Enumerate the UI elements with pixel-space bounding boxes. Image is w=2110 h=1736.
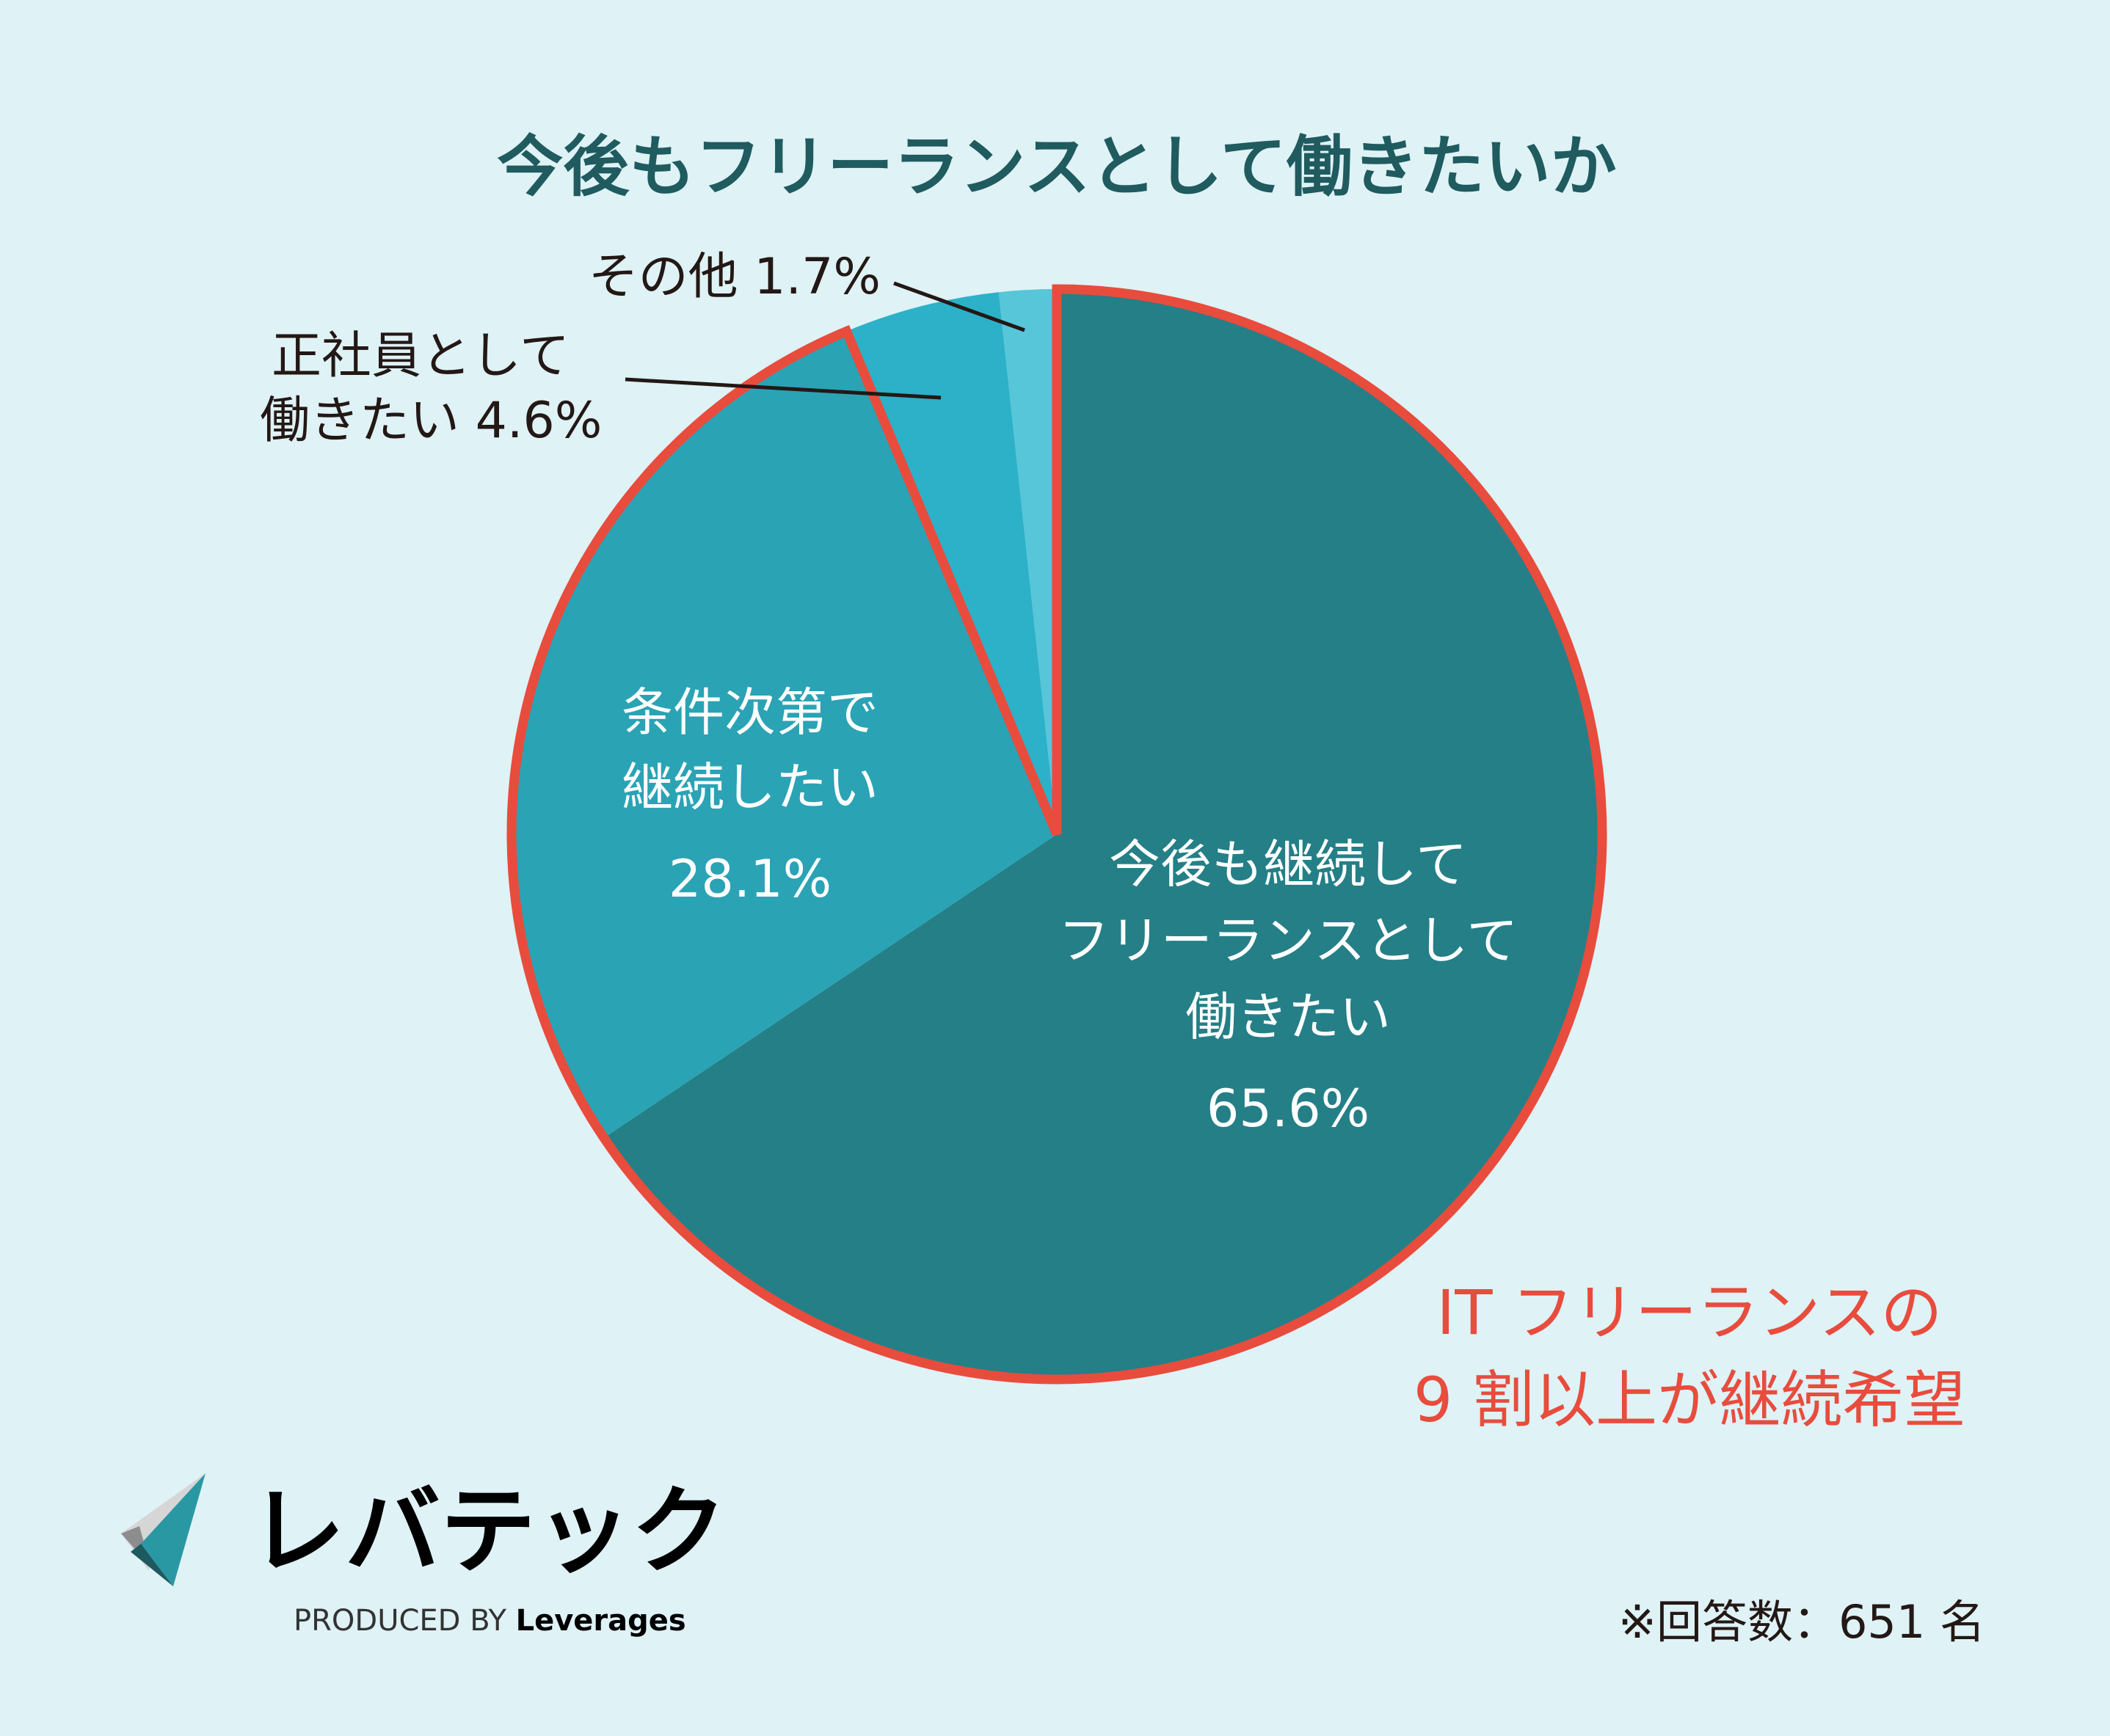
logo-mark-dark [131, 1544, 173, 1586]
label-other-name: その他 [589, 248, 738, 306]
label-continue-line3: 働きたい [1185, 987, 1391, 1047]
leader-line-fulltime [625, 377, 942, 400]
leader-line-other [893, 281, 1025, 332]
value-continue: 65.6% [1207, 1079, 1369, 1139]
logo-mark-teal [141, 1473, 205, 1586]
annotation-line1: IT フリーランスの [1436, 1277, 1942, 1349]
label-conditional-line2: 継続したい [622, 757, 878, 817]
logo-tagline: PRODUCED BY Leverages [294, 1604, 686, 1638]
label-fulltime-line2: 働きたい 4.6% [260, 392, 602, 450]
label-fulltime-value: 4.6% [476, 392, 603, 450]
label-continue-line1: 今後も継続して [1109, 834, 1467, 894]
label-other-value: 1.7% [754, 248, 881, 306]
highlight-outline [506, 284, 1607, 1385]
label-continue-line2: フリーランスとして [1058, 911, 1518, 971]
label-conditional-line1: 条件次第で [622, 682, 878, 743]
label-fulltime-name: 働きたい [260, 392, 459, 450]
pie-slice-3 [998, 289, 1057, 834]
logo-tagline-brand: Leverages [516, 1604, 686, 1638]
pie-slice-1 [512, 331, 1057, 1138]
logo-wordmark: レバテック [250, 1476, 727, 1587]
label-other: その他 1.7% [589, 248, 881, 306]
leverages-logo: レバテック PRODUCED BY Leverages [121, 1473, 727, 1638]
pie-slices [512, 289, 1603, 1379]
chart-title: 今後もフリーランスとして働きたいか [497, 128, 1617, 205]
value-conditional: 28.1% [669, 849, 832, 909]
annotation-line2: 9 割以上が継続希望 [1414, 1364, 1965, 1436]
label-fulltime-line1: 正社員として [272, 327, 570, 385]
footnote-respondents: ※回答数：651 名 [1618, 1595, 1985, 1649]
pie-slice-0 [603, 289, 1603, 1379]
logo-tagline-prefix: PRODUCED BY [294, 1604, 506, 1638]
